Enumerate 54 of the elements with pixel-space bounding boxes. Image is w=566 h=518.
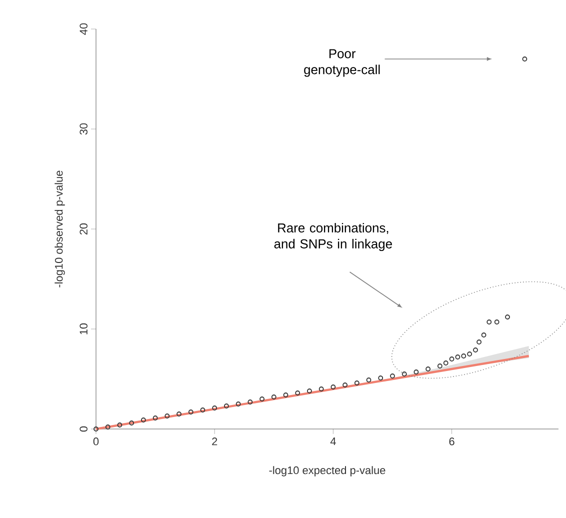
y-tick-label: 10: [80, 323, 88, 334]
y-axis-title: -log10 observed p-value: [54, 170, 65, 288]
point: [200, 408, 206, 412]
point: [236, 402, 241, 406]
y-tick-label: 40: [80, 23, 88, 35]
x-tick-label: 6: [449, 438, 454, 446]
x-tick-label: 2: [212, 438, 218, 446]
y-tick-label: 20: [80, 223, 88, 235]
point: [342, 382, 348, 388]
point: [164, 414, 170, 418]
point: [402, 372, 407, 376]
point: [461, 354, 466, 358]
point: [307, 388, 312, 394]
point: [414, 370, 419, 374]
y-tick-label: 0: [80, 426, 88, 432]
x-tick-label: 0: [93, 438, 99, 446]
point: [176, 412, 182, 416]
point: [295, 390, 300, 396]
point: [481, 332, 486, 338]
point: [476, 340, 482, 344]
point: [152, 416, 158, 420]
point: [188, 410, 194, 414]
point: [522, 56, 528, 62]
point: [140, 418, 146, 422]
x-axis-title: -log10 expected p-value: [269, 466, 386, 476]
point: [354, 380, 360, 386]
point: [224, 404, 229, 408]
annotation: Poor genotype-call: [304, 49, 380, 77]
point: [443, 360, 448, 366]
point: [366, 378, 372, 382]
point: [212, 406, 218, 410]
point: [426, 366, 431, 372]
point: [437, 364, 442, 368]
point: [260, 396, 264, 402]
point: [378, 376, 384, 380]
point: [467, 352, 472, 356]
point: [505, 314, 510, 320]
point: [283, 392, 288, 398]
point: [486, 320, 492, 324]
point: [473, 348, 478, 352]
point: [271, 394, 276, 400]
point: [318, 386, 324, 392]
point: [494, 320, 500, 324]
point: [390, 374, 395, 378]
point: [248, 400, 253, 404]
annotation: Rare combinations, and SNPs in linkage: [274, 222, 392, 252]
point: [117, 422, 122, 428]
point: [330, 384, 336, 390]
point: [129, 420, 134, 426]
y-tick-label: 30: [80, 123, 88, 135]
x-tick-label: 4: [330, 438, 336, 446]
point: [449, 356, 454, 362]
point: [455, 354, 460, 360]
point: [105, 424, 110, 430]
